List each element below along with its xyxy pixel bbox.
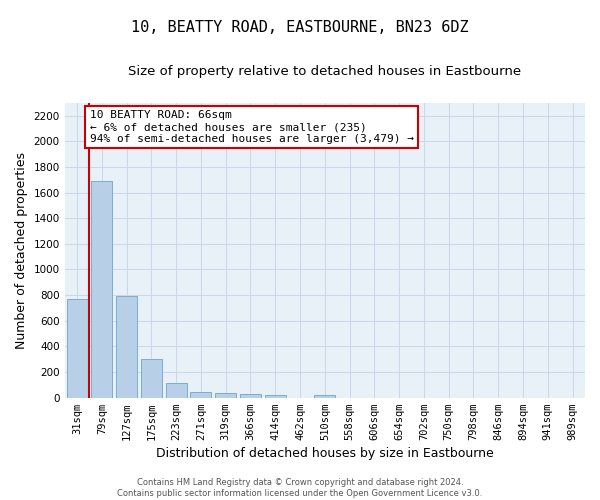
Bar [190,392,211,398]
Y-axis label: Number of detached properties: Number of detached properties [15,152,28,348]
Bar [265,395,286,398]
Bar [67,299,88,398]
Text: Contains HM Land Registry data © Crown copyright and database right 2024.
Contai: Contains HM Land Registry data © Crown c… [118,478,482,498]
Text: 10, BEATTY ROAD, EASTBOURNE, BN23 6DZ: 10, BEATTY ROAD, EASTBOURNE, BN23 6DZ [131,20,469,35]
Bar [141,359,162,398]
Bar [240,394,261,398]
X-axis label: Distribution of detached houses by size in Eastbourne: Distribution of detached houses by size … [156,447,494,460]
Bar [116,296,137,398]
Bar [166,383,187,398]
Bar [91,181,112,398]
Bar [314,395,335,398]
Text: 10 BEATTY ROAD: 66sqm
← 6% of detached houses are smaller (235)
94% of semi-deta: 10 BEATTY ROAD: 66sqm ← 6% of detached h… [90,110,414,144]
Bar [215,394,236,398]
Title: Size of property relative to detached houses in Eastbourne: Size of property relative to detached ho… [128,65,521,78]
